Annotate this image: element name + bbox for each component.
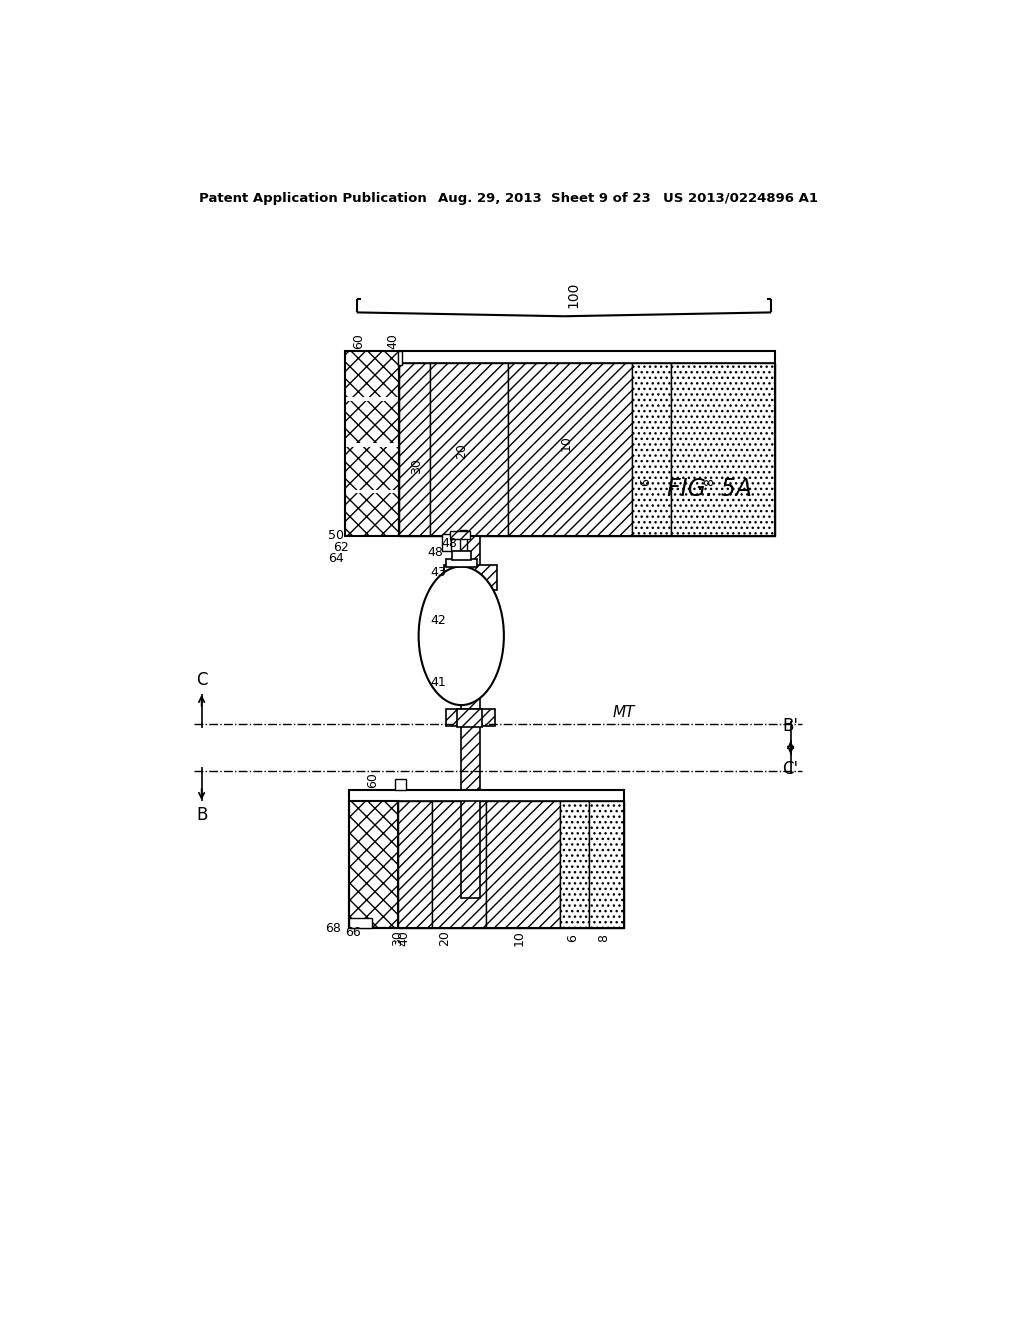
Text: 10: 10 xyxy=(513,929,526,945)
Text: 50: 50 xyxy=(328,529,344,543)
Text: 62: 62 xyxy=(333,541,349,554)
Text: 8: 8 xyxy=(597,933,610,941)
Text: 20: 20 xyxy=(455,444,468,459)
Bar xyxy=(430,363,508,536)
Bar xyxy=(397,351,402,364)
Bar xyxy=(349,800,397,928)
Text: B: B xyxy=(196,807,207,824)
Bar xyxy=(349,917,372,928)
Text: C': C' xyxy=(782,760,799,777)
Text: 64: 64 xyxy=(328,552,344,565)
Bar xyxy=(345,351,399,536)
Bar xyxy=(345,444,399,447)
Bar xyxy=(445,709,496,726)
Text: C: C xyxy=(196,671,208,689)
Bar xyxy=(399,351,775,536)
Bar xyxy=(508,363,632,536)
Text: 20: 20 xyxy=(437,929,451,945)
Text: 68: 68 xyxy=(326,921,341,935)
Text: 40: 40 xyxy=(397,929,411,945)
Bar xyxy=(349,789,624,800)
Bar xyxy=(461,536,480,898)
Text: 48: 48 xyxy=(428,546,443,560)
Bar xyxy=(458,709,482,727)
Bar xyxy=(349,789,624,928)
Text: 30: 30 xyxy=(391,929,404,945)
Text: 40: 40 xyxy=(386,333,399,348)
Text: US 2013/0224896 A1: US 2013/0224896 A1 xyxy=(663,191,818,205)
Bar xyxy=(345,351,399,536)
Text: 66: 66 xyxy=(345,925,360,939)
Text: 42: 42 xyxy=(430,614,445,627)
Bar xyxy=(345,490,399,494)
Bar xyxy=(560,800,589,928)
Text: Aug. 29, 2013  Sheet 9 of 23: Aug. 29, 2013 Sheet 9 of 23 xyxy=(438,191,650,205)
Bar xyxy=(460,529,467,553)
Text: Patent Application Publication: Patent Application Publication xyxy=(200,191,427,205)
Bar xyxy=(444,565,497,590)
Bar xyxy=(345,397,399,401)
Text: 10: 10 xyxy=(559,436,572,451)
Text: 60: 60 xyxy=(352,333,366,348)
Text: 41: 41 xyxy=(430,676,445,689)
Bar xyxy=(452,552,471,560)
Bar xyxy=(450,531,470,539)
Bar xyxy=(399,351,775,363)
Text: 100: 100 xyxy=(566,281,581,308)
Text: 8: 8 xyxy=(702,478,716,486)
Text: 30: 30 xyxy=(410,458,423,474)
Text: 43: 43 xyxy=(430,566,445,579)
Bar xyxy=(432,800,486,928)
Text: MT: MT xyxy=(612,705,635,721)
Ellipse shape xyxy=(419,566,504,705)
Bar xyxy=(486,800,560,928)
Bar xyxy=(589,800,624,928)
Text: 60: 60 xyxy=(367,772,380,788)
Text: B': B' xyxy=(782,717,799,735)
Bar xyxy=(395,779,407,789)
Bar xyxy=(632,363,671,536)
Text: FIG. 5A: FIG. 5A xyxy=(667,478,752,502)
Bar xyxy=(442,535,452,552)
Bar xyxy=(349,800,397,928)
Text: 48: 48 xyxy=(441,537,457,550)
Bar xyxy=(399,363,430,536)
Text: 6: 6 xyxy=(566,933,580,941)
Bar xyxy=(671,363,775,536)
Text: 6: 6 xyxy=(639,478,652,486)
Bar xyxy=(397,800,432,928)
Bar xyxy=(445,558,477,566)
